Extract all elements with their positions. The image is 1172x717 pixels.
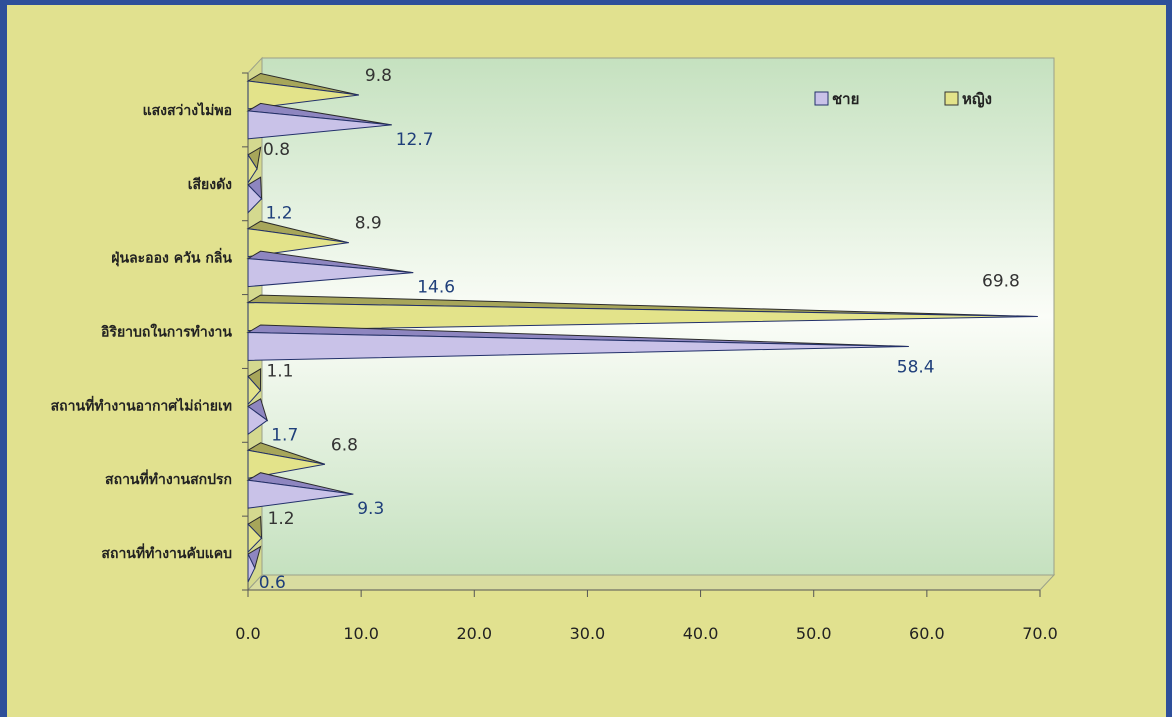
plot-floor (246, 574, 1056, 591)
value-label-male: 12.7 (396, 130, 434, 150)
x-tick-label: 60.0 (909, 624, 945, 643)
x-tick-label: 20.0 (456, 624, 492, 643)
bar-female (247, 153, 258, 185)
value-label-male: 58.4 (897, 357, 935, 377)
value-label-male: 1.7 (271, 425, 298, 445)
category-label: สถานที่ทำงานสกปรก (105, 469, 232, 488)
x-tick-label: 10.0 (343, 624, 379, 643)
bar-male (247, 405, 269, 436)
legend-swatch-male (814, 91, 829, 106)
category-label: เสียงดัง (188, 177, 232, 193)
value-label-female: 69.8 (982, 272, 1020, 292)
value-label-female: 8.9 (355, 214, 382, 234)
x-tick-label: 30.0 (570, 624, 606, 643)
value-label-male: 1.2 (266, 204, 293, 224)
bar-male (247, 479, 354, 509)
bar-male (247, 553, 256, 583)
value-label-female: 1.1 (266, 361, 293, 381)
legend-label-male: ชาย (832, 90, 859, 108)
value-label-female: 9.8 (365, 66, 392, 86)
value-label-female: 0.8 (263, 140, 290, 160)
x-tick-label: 50.0 (796, 624, 832, 643)
category-label: อิริยาบถในการทำงาน (100, 323, 232, 341)
bar-female (247, 522, 263, 554)
legend-swatch-female (944, 91, 959, 106)
category-label: สถานที่ทำงานอากาศไม่ถ่ายเท (51, 395, 232, 414)
bar-female (247, 449, 326, 479)
category-label: ฝุ่นละออง ควัน กลิ่น (111, 248, 232, 267)
bar-male (247, 183, 263, 214)
legend-label-female: หญิง (962, 90, 992, 108)
bar-male (247, 110, 392, 140)
value-label-male: 0.6 (259, 573, 286, 593)
value-label-female: 1.2 (268, 509, 295, 529)
bar-female (247, 302, 1038, 332)
bar-female (247, 375, 262, 406)
bar-male (247, 331, 909, 361)
value-label-female: 6.8 (331, 435, 358, 455)
category-label: สถานที่ทำงานคับแคบ (101, 543, 232, 562)
value-label-male: 9.3 (357, 499, 384, 519)
category-label: แสงสว่างไม่พอ (143, 101, 232, 119)
x-tick-label: 0.0 (235, 624, 260, 643)
x-tick-label: 40.0 (683, 624, 719, 643)
value-label-male: 14.6 (417, 278, 455, 298)
bar-female (247, 80, 359, 110)
bar-male (247, 258, 414, 288)
x-tick-label: 70.0 (1022, 624, 1058, 643)
bar-female (247, 228, 349, 258)
